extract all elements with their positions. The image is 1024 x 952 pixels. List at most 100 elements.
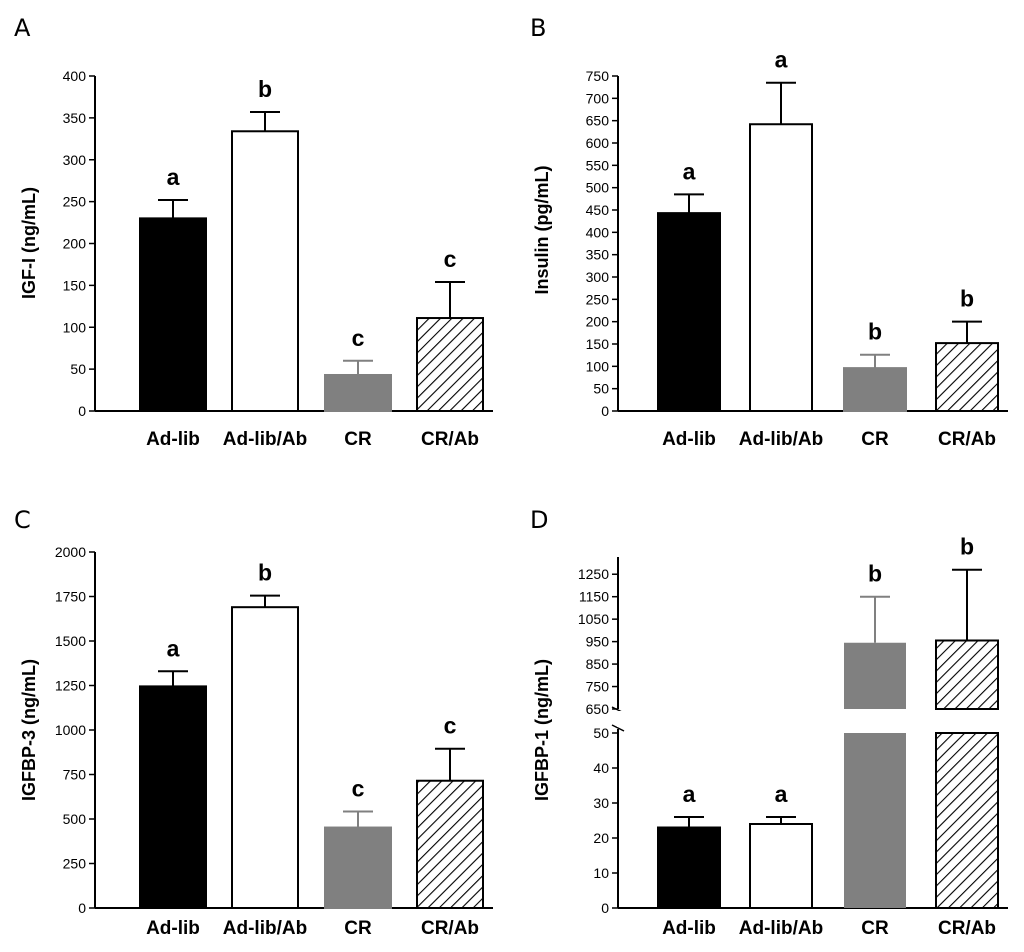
y-tick-label: 100: [586, 358, 610, 374]
y-tick-label: 250: [586, 291, 610, 307]
y-tick-label: 850: [586, 656, 610, 672]
x-tick-label: CR: [861, 918, 889, 939]
y-axis-label: Insulin (pg/mL): [532, 166, 552, 295]
x-tick-label: CR/Ab: [421, 918, 479, 939]
y-tick-label: 0: [78, 403, 86, 419]
panel-b: B Insulin (pg/mL) 0 50 100 150 200 250 300 350 400…: [530, 14, 1008, 450]
y-tick-label: 550: [586, 157, 610, 173]
bar-ad-lib-ab: [749, 823, 813, 909]
x-tick-label: Ad-lib/Ab: [739, 429, 823, 450]
significance-letter-1: a: [167, 164, 180, 190]
y-axis-label: IGF-I (ng/mL): [19, 187, 39, 299]
y-axis-label: IGFBP-3 (ng/mL): [19, 659, 39, 801]
bar-cr-ab: [416, 317, 484, 413]
bar-cr-upper: [844, 642, 906, 709]
y-axis-label: IGFBP-1 (ng/mL): [532, 659, 552, 801]
significance-letter-4: c: [444, 713, 457, 739]
y-tick-label: 200: [63, 236, 87, 252]
y-tick-label: 200: [586, 314, 610, 330]
y-tick-label: 300: [63, 152, 87, 168]
x-tick-label: Ad-lib/Ab: [223, 918, 307, 939]
x-tick-label: Ad-lib/Ab: [739, 918, 823, 939]
panel-a: A IGF-I (ng/mL) 0 50 100 150 200 250 300 350 400 a A…: [14, 14, 493, 450]
bar-cr: [843, 367, 907, 412]
y-tick-label: 50: [593, 381, 609, 397]
x-tick-label: Ad-lib: [146, 918, 200, 939]
axis-break-mark: [611, 724, 625, 732]
y-tick-label: 250: [63, 194, 87, 210]
panel-c: C IGFBP-3 (ng/mL) 0 250 500 750 1000 1250 1500 17…: [14, 506, 493, 939]
x-tick-label: CR/Ab: [421, 429, 479, 450]
y-tick-label: 650: [586, 701, 610, 717]
bar-ad-lib-ab: [749, 123, 813, 413]
x-tick-label: Ad-lib/Ab: [223, 429, 307, 450]
y-tick-label: 1500: [55, 633, 86, 649]
x-tick-label: Ad-lib: [146, 429, 200, 450]
y-tick-label: 1250: [55, 678, 86, 694]
y-tick-label: 700: [586, 90, 610, 106]
bar-cr: [324, 826, 392, 910]
y-tick-label: 50: [70, 361, 86, 377]
y-tick-label: 50: [593, 725, 609, 741]
panel-letter: C: [14, 506, 31, 534]
x-tick-label: CR: [861, 429, 889, 450]
significance-letter-3: c: [352, 325, 365, 351]
bar-cr-ab: [935, 342, 999, 412]
significance-letter-3: b: [868, 319, 882, 345]
significance-letter-2: a: [775, 47, 788, 73]
y-tick-label: 2000: [55, 544, 86, 560]
significance-letter-1: a: [167, 635, 180, 661]
y-tick-label: 600: [586, 135, 610, 151]
panel-letter: B: [530, 14, 546, 42]
bar-cr: [324, 373, 392, 412]
y-tick-label: 150: [586, 336, 610, 352]
significance-letter-3: b: [868, 561, 882, 587]
y-tick-label: 450: [586, 202, 610, 218]
axis-break-gap: [617, 711, 1009, 727]
y-tick-label: 750: [586, 68, 610, 84]
bar-cr-lower: [844, 733, 906, 908]
y-tick-label: 750: [586, 679, 610, 695]
y-tick-label: 500: [63, 811, 87, 827]
significance-letter-4: b: [960, 286, 974, 312]
y-tick-label: 650: [586, 113, 610, 129]
y-tick-label: 10: [593, 865, 609, 881]
x-tick-label: Ad-lib: [662, 429, 716, 450]
y-tick-label: 750: [63, 767, 87, 783]
significance-letter-2: b: [258, 76, 272, 102]
y-tick-label: 40: [593, 760, 609, 776]
y-tick-label: 20: [593, 830, 609, 846]
significance-letter-4: b: [960, 534, 974, 560]
bar-ad-lib: [657, 212, 721, 412]
y-tick-label: 400: [586, 224, 610, 240]
y-tick-label: 950: [586, 634, 610, 650]
bar-ad-lib: [139, 685, 207, 910]
x-tick-label: Ad-lib: [662, 918, 716, 939]
y-tick-label: 1750: [55, 589, 86, 605]
panel-letter: A: [14, 14, 31, 42]
y-tick-label: 300: [586, 269, 610, 285]
y-tick-label: 1250: [578, 566, 609, 582]
y-tick-label: 30: [593, 795, 609, 811]
significance-letter-3: c: [352, 776, 365, 802]
bar-ad-lib-ab: [231, 606, 299, 909]
y-tick-label: 400: [63, 68, 87, 84]
bar-ad-lib-ab: [231, 130, 299, 412]
y-tick-label: 500: [586, 180, 610, 196]
x-tick-label: CR: [344, 429, 372, 450]
y-tick-label: 1000: [55, 722, 86, 738]
y-tick-label: 250: [63, 856, 87, 872]
y-tick-label: 350: [586, 247, 610, 263]
x-tick-label: CR/Ab: [938, 918, 996, 939]
y-tick-label: 100: [63, 319, 87, 335]
significance-letter-1: a: [683, 781, 696, 807]
y-tick-label: 0: [601, 403, 609, 419]
significance-letter-1: a: [683, 158, 696, 184]
bar-ad-lib: [657, 826, 721, 909]
y-tick-label: 0: [601, 900, 609, 916]
significance-letter-4: c: [444, 246, 457, 272]
x-tick-label: CR: [344, 918, 372, 939]
bar-cr-ab-lower: [935, 732, 999, 909]
y-tick-label: 1150: [579, 589, 609, 605]
